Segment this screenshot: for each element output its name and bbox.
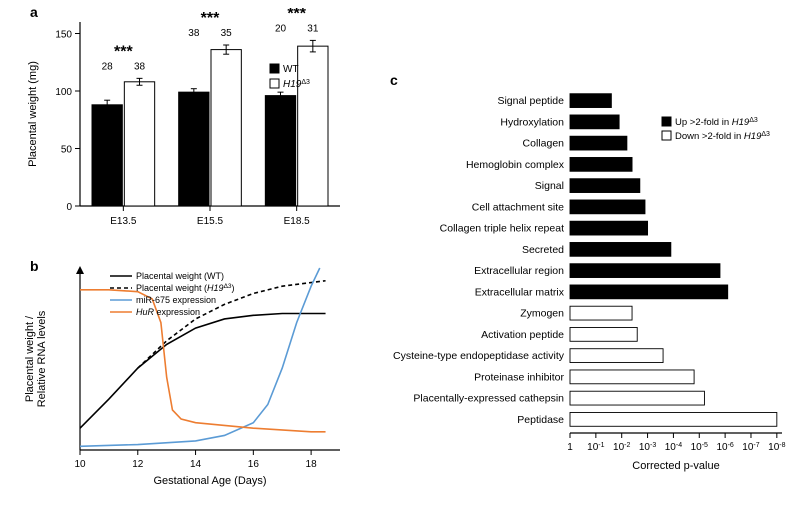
category-label: Cysteine-type endopeptidase activity: [393, 350, 565, 362]
significance-label: ***: [114, 43, 133, 60]
h-bar: [570, 94, 611, 108]
x-tick-label: 10-4: [665, 442, 682, 454]
legend-swatch: [270, 64, 279, 73]
legend-label: Down >2-fold in H19Δ3: [675, 131, 770, 143]
y-tick-label: 0: [66, 202, 72, 213]
y-tick-label: 100: [55, 87, 72, 98]
n-label: 38: [188, 28, 200, 39]
significance-label: ***: [201, 10, 220, 27]
y-tick-label: 50: [61, 145, 73, 156]
h-bar: [570, 115, 619, 129]
y-axis-label: Placental weight (mg): [27, 61, 39, 167]
h-bar: [570, 242, 671, 256]
x-tick-label: 10-3: [639, 442, 656, 454]
category-label: Extracellular region: [474, 265, 564, 277]
y-axis-label: Placental weight /Relative RNA levels: [24, 310, 48, 407]
legend-label: Placental weight (H19Δ3): [136, 283, 235, 294]
n-label: 38: [134, 61, 146, 72]
panel-a-chart: 050100150Placental weight (mg)E13.5***28…: [20, 8, 360, 238]
category-label: Proteinase inhibitor: [474, 371, 564, 383]
line-series: [80, 290, 326, 432]
x-tick-label: 10-2: [613, 442, 630, 454]
legend-label: HuR expression: [136, 307, 200, 317]
category-label: Cell attachment site: [472, 201, 564, 213]
h-bar: [570, 200, 645, 214]
category-label: Placentally-expressed cathepsin: [413, 393, 564, 405]
category-label: Signal: [535, 180, 564, 192]
x-tick-label: E13.5: [110, 216, 137, 227]
h-bar: [570, 221, 648, 235]
category-label: Signal peptide: [497, 95, 564, 107]
x-tick-label: 18: [306, 459, 318, 470]
h-bar: [570, 370, 694, 384]
x-tick-label: 10-5: [691, 442, 708, 454]
legend-label: WT: [283, 64, 299, 75]
h-bar: [570, 327, 637, 341]
n-label: 31: [307, 23, 319, 34]
bar: [179, 92, 209, 206]
h-bar: [570, 306, 632, 320]
x-tick-label: 16: [248, 459, 260, 470]
x-tick-label: 14: [190, 459, 202, 470]
x-tick-label: 10-6: [716, 442, 733, 454]
legend-swatch: [662, 131, 671, 140]
panel-b-chart: 10 12 14 16 18 Gestational Age (Days) Placenta…: [20, 258, 360, 488]
h-bar: [570, 285, 728, 299]
category-label: Activation peptide: [481, 329, 564, 341]
x-tick-label: E18.5: [284, 216, 311, 227]
h-bar: [570, 412, 777, 426]
x-tick-label: 10-7: [742, 442, 759, 454]
x-tick-label: 1: [567, 442, 573, 453]
x-tick-label: 12: [132, 459, 144, 470]
x-tick-label: 10-1: [587, 442, 604, 454]
bar: [211, 50, 241, 206]
category-label: Secreted: [522, 244, 564, 256]
bar: [92, 105, 122, 206]
h-bar: [570, 349, 663, 363]
legend-swatch: [662, 117, 671, 126]
n-label: 28: [102, 61, 114, 72]
category-label: Zymogen: [520, 308, 564, 320]
legend-label: Up >2-fold in H19Δ3: [675, 117, 758, 129]
category-label: Collagen triple helix repeat: [440, 223, 564, 235]
h-bar: [570, 391, 704, 405]
x-tick-label: 10: [74, 459, 86, 470]
x-axis-label: Gestational Age (Days): [153, 475, 266, 487]
h-bar: [570, 157, 632, 171]
legend-label: Placental weight (WT): [136, 271, 224, 281]
h-bar: [570, 264, 720, 278]
line-series: [138, 281, 326, 368]
bar: [298, 46, 328, 206]
significance-label: ***: [287, 8, 306, 22]
bar: [124, 82, 154, 206]
y-tick-label: 150: [55, 30, 72, 41]
h-bar: [570, 136, 627, 150]
category-label: Extracellular matrix: [475, 286, 565, 298]
category-label: Hydroxylation: [500, 116, 564, 128]
x-axis-label: Corrected p-value: [632, 460, 719, 472]
line-series: [80, 314, 326, 429]
panel-c-chart: Signal peptide Hydroxylation Collagen Hemog…: [370, 60, 800, 480]
x-tick-label: 10-8: [768, 442, 785, 454]
legend-label: miR-675 expression: [136, 295, 216, 305]
bar: [265, 96, 295, 206]
category-label: Peptidase: [517, 414, 564, 426]
x-tick-label: E15.5: [197, 216, 224, 227]
category-label: Hemoglobin complex: [466, 159, 565, 171]
legend-swatch: [270, 79, 279, 88]
n-label: 35: [221, 28, 233, 39]
n-label: 20: [275, 23, 287, 34]
h-bar: [570, 179, 640, 193]
category-label: Collagen: [523, 138, 565, 150]
